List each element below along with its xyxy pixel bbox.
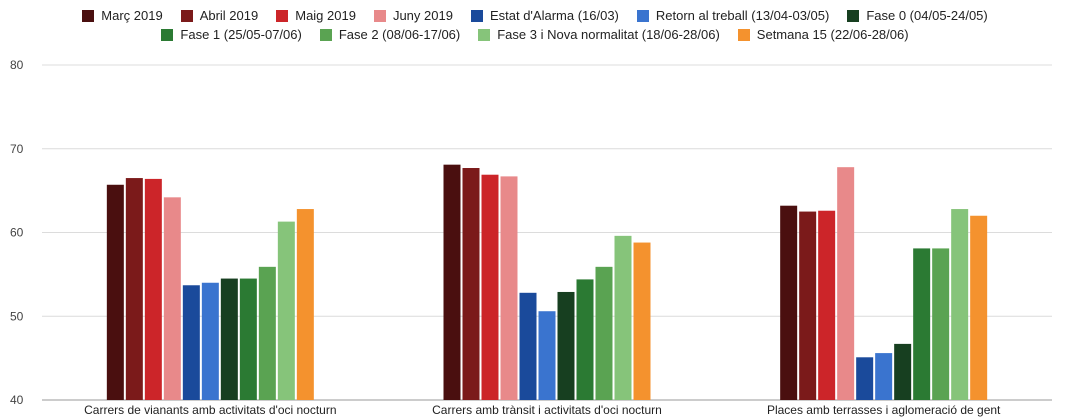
legend-item-maig-2019[interactable]: Maig 2019 bbox=[276, 8, 356, 23]
bar[interactable] bbox=[277, 221, 295, 400]
bars bbox=[106, 164, 988, 400]
legend-swatch bbox=[847, 9, 860, 22]
legend-label: Fase 2 (08/06-17/06) bbox=[338, 27, 461, 42]
legend-item-juny-2019[interactable]: Juny 2019 bbox=[373, 8, 453, 23]
legend-label: Maig 2019 bbox=[295, 8, 356, 23]
bar[interactable] bbox=[538, 311, 556, 400]
bar[interactable] bbox=[182, 285, 200, 400]
bar[interactable] bbox=[500, 176, 518, 400]
legend-swatch bbox=[636, 9, 649, 22]
legend-row-1: Març 2019 Abril 2019 Maig 2019 Juny 2019… bbox=[82, 8, 988, 23]
x-category-label: Carrers amb trànsit i activitats d'oci n… bbox=[432, 403, 662, 417]
bar[interactable] bbox=[951, 209, 969, 400]
legend-item-marc-2019[interactable]: Març 2019 bbox=[82, 8, 163, 23]
legend-item-fase-0[interactable]: Fase 0 (04/05-24/05) bbox=[847, 8, 988, 23]
legend-swatch bbox=[276, 9, 289, 22]
bar[interactable] bbox=[462, 168, 480, 400]
legend-item-fase-2[interactable]: Fase 2 (08/06-17/06) bbox=[319, 27, 461, 42]
legend-label: Fase 1 (25/05-07/06) bbox=[180, 27, 302, 42]
bar[interactable] bbox=[296, 209, 314, 400]
bar[interactable] bbox=[220, 278, 238, 400]
legend-label: Retorn al treball (13/04-03/05) bbox=[655, 8, 830, 23]
bar[interactable] bbox=[443, 164, 461, 400]
bar[interactable] bbox=[481, 174, 499, 400]
bar[interactable] bbox=[818, 210, 836, 400]
bar[interactable] bbox=[837, 167, 855, 400]
legend-item-retorn-treball[interactable]: Retorn al treball (13/04-03/05) bbox=[636, 8, 830, 23]
legend-item-abril-2019[interactable]: Abril 2019 bbox=[180, 8, 259, 23]
bar[interactable] bbox=[519, 292, 537, 400]
bar[interactable] bbox=[106, 184, 124, 400]
bar[interactable] bbox=[144, 178, 162, 400]
legend-label: Estat d'Alarma (16/03) bbox=[489, 8, 619, 23]
legend-swatch bbox=[470, 9, 483, 22]
bar[interactable] bbox=[780, 205, 798, 400]
legend-swatch bbox=[373, 9, 386, 22]
legend-item-setmana-15[interactable]: Setmana 15 (22/06-28/06) bbox=[737, 27, 909, 42]
legend-row-2: Fase 1 (25/05-07/06) Fase 2 (08/06-17/06… bbox=[161, 27, 909, 42]
axis-labels: 40 50 60 70 80 Carrers de vianants amb activi… bbox=[10, 58, 1001, 417]
bar[interactable] bbox=[557, 291, 575, 400]
y-tick-label: 50 bbox=[10, 309, 24, 323]
legend-item-fase-1[interactable]: Fase 1 (25/05-07/06) bbox=[161, 27, 302, 42]
legend-item-estat-alarma[interactable]: Estat d'Alarma (16/03) bbox=[470, 8, 619, 23]
bar[interactable] bbox=[258, 266, 276, 400]
legend-label: Fase 3 i Nova normalitat (18/06-28/06) bbox=[497, 27, 720, 42]
bar[interactable] bbox=[163, 197, 181, 400]
legend-swatch bbox=[180, 9, 193, 22]
y-tick-label: 70 bbox=[10, 142, 24, 156]
x-category-label: Carrers de vianants amb activitats d'oci… bbox=[84, 403, 336, 417]
bar[interactable] bbox=[932, 248, 950, 400]
bar[interactable] bbox=[125, 178, 143, 400]
chart-legend: Març 2019 Abril 2019 Maig 2019 Juny 2019… bbox=[0, 8, 1070, 42]
bar[interactable] bbox=[239, 278, 257, 400]
bar[interactable] bbox=[970, 215, 988, 400]
bar[interactable] bbox=[595, 266, 613, 400]
legend-swatch bbox=[161, 28, 174, 41]
y-tick-label: 60 bbox=[10, 226, 24, 240]
bar[interactable] bbox=[913, 248, 931, 400]
legend-swatch bbox=[737, 28, 750, 41]
legend-swatch bbox=[478, 28, 491, 41]
bar[interactable] bbox=[633, 242, 651, 400]
legend-label: Juny 2019 bbox=[392, 8, 453, 23]
legend-label: Abril 2019 bbox=[199, 8, 259, 23]
bar[interactable] bbox=[201, 282, 219, 400]
legend-label: Fase 0 (04/05-24/05) bbox=[866, 8, 988, 23]
bar[interactable] bbox=[576, 279, 594, 400]
bar[interactable] bbox=[894, 343, 912, 400]
bar[interactable] bbox=[799, 211, 817, 400]
legend-label: Març 2019 bbox=[101, 8, 163, 23]
x-category-label: Places amb terrasses i aglomeració de ge… bbox=[767, 403, 1001, 417]
bar[interactable] bbox=[875, 353, 893, 400]
legend-item-fase-3[interactable]: Fase 3 i Nova normalitat (18/06-28/06) bbox=[478, 27, 720, 42]
y-tick-label: 40 bbox=[10, 393, 24, 407]
legend-label: Setmana 15 (22/06-28/06) bbox=[756, 27, 909, 42]
bar[interactable] bbox=[856, 357, 874, 400]
bar[interactable] bbox=[614, 235, 632, 400]
legend-swatch bbox=[319, 28, 332, 41]
legend-swatch bbox=[82, 9, 95, 22]
y-tick-label: 80 bbox=[10, 58, 24, 72]
